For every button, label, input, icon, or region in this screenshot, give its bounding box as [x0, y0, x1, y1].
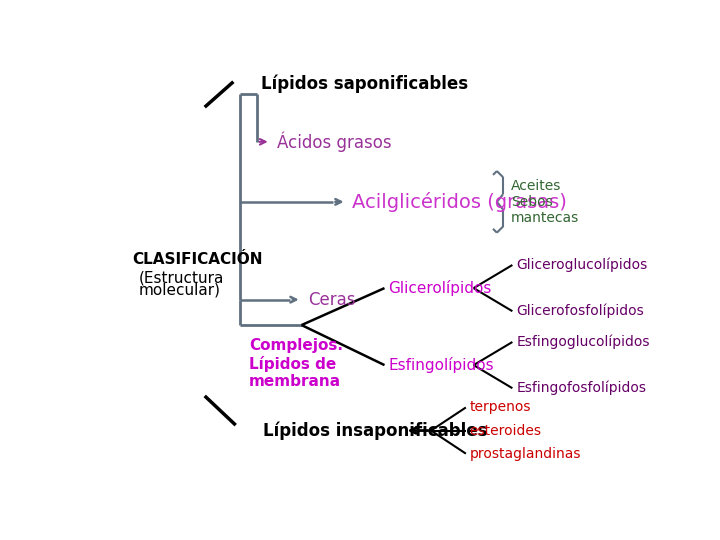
Text: Gliceroglucolípidos: Gliceroglucolípidos	[516, 258, 647, 272]
Text: Aceites
Sebos
mantecas: Aceites Sebos mantecas	[510, 179, 579, 225]
Text: Ácidos grasos: Ácidos grasos	[276, 132, 392, 152]
Text: Glicerofosfolípidos: Glicerofosfolípidos	[516, 304, 644, 319]
Text: Esfingofosfolípidos: Esfingofosfolípidos	[516, 381, 647, 395]
Text: Esfingoglucolípidos: Esfingoglucolípidos	[516, 335, 649, 349]
Text: Ceras: Ceras	[307, 291, 355, 309]
Text: Complejos.
Lípidos de
membrana: Complejos. Lípidos de membrana	[249, 338, 343, 389]
Text: Lípidos saponificables: Lípidos saponificables	[261, 75, 469, 93]
Text: prostaglandinas: prostaglandinas	[469, 447, 581, 461]
Text: Lípidos insaponificables: Lípidos insaponificables	[263, 421, 487, 440]
Text: CLASIFICACIÓN: CLASIFICACIÓN	[132, 252, 263, 267]
Text: esteroides: esteroides	[469, 423, 541, 437]
Text: (Estructura: (Estructura	[139, 271, 224, 286]
Text: Esfingolípidos: Esfingolípidos	[388, 357, 494, 373]
Text: Glicerolípidos: Glicerolípidos	[388, 280, 492, 296]
Text: molecular): molecular)	[139, 283, 221, 298]
Text: terpenos: terpenos	[469, 401, 531, 415]
Text: Acilglicéridos (grasas): Acilglicéridos (grasas)	[352, 192, 567, 212]
